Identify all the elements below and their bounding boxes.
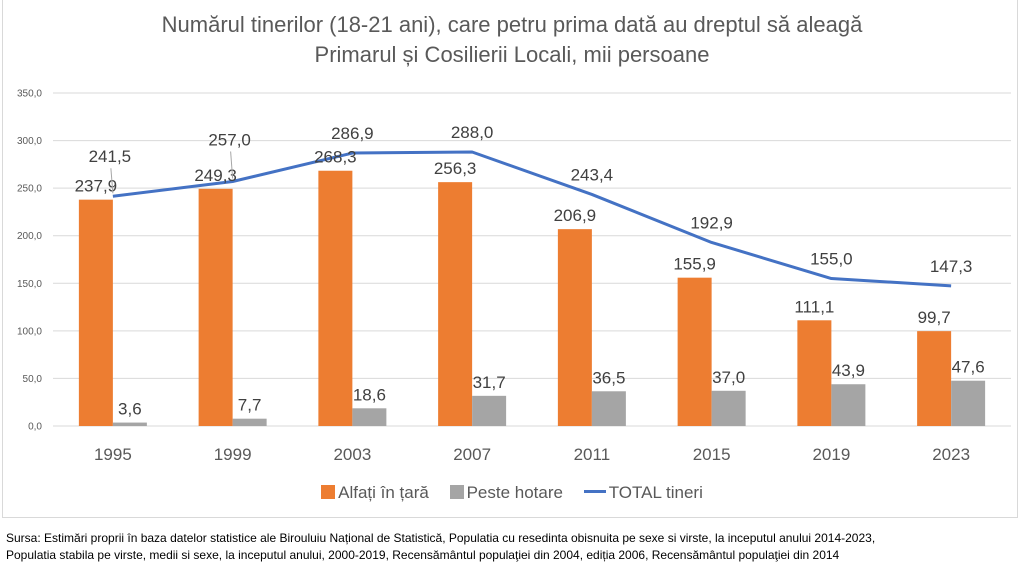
- bar-alfati: [198, 188, 233, 426]
- chart-plot: 0,0 50,0 100,0 150,0 200,0 250,0 300,0 350,0 23…: [17, 89, 1011, 464]
- data-label-alfati: 256,3: [434, 159, 477, 178]
- source-note-line1: Sursa: Estimări proprii în baza datelor …: [6, 531, 876, 545]
- x-tick-label: 1995: [94, 445, 132, 464]
- bar-alfati: [557, 229, 592, 426]
- x-tick-label: 2007: [453, 445, 491, 464]
- bar-peste-hotare: [472, 395, 507, 426]
- chart-title-line2: Primarul și Cosilierii Locali, mii perso…: [314, 42, 710, 67]
- x-tick-label: 1999: [214, 445, 252, 464]
- data-label-peste-hotare: 18,6: [353, 385, 386, 404]
- leader-line: [110, 168, 114, 194]
- data-label-peste-hotare: 37,0: [712, 368, 745, 387]
- leader-line: [230, 151, 234, 179]
- y-tick-label: 200,0: [17, 231, 42, 242]
- data-label-peste-hotare: 43,9: [832, 361, 865, 380]
- legend-item-alfati: Alfați în țară: [321, 483, 429, 503]
- x-tick-label: 2015: [693, 445, 731, 464]
- bar-peste-hotare: [951, 380, 986, 426]
- bar-peste-hotare: [112, 422, 147, 426]
- data-label-alfati: 99,7: [918, 308, 951, 327]
- chart-title: Numărul tinerilor (18-21 ani), care petr…: [0, 10, 1024, 70]
- data-label-alfati: 206,9: [554, 206, 597, 225]
- data-label-total: 288,0: [451, 123, 494, 142]
- bar-peste-hotare: [352, 408, 387, 426]
- legend-swatch-peste-hotare: [449, 484, 464, 499]
- data-label-alfati: 155,9: [673, 255, 716, 274]
- data-label-alfati: 268,3: [314, 148, 357, 167]
- data-label-peste-hotare: 47,6: [952, 358, 985, 377]
- legend-swatch-alfati: [321, 484, 336, 499]
- data-label-total: 155,0: [810, 250, 853, 269]
- data-label-total: 286,9: [331, 124, 374, 143]
- data-label-alfati: 237,9: [75, 177, 118, 196]
- data-label-peste-hotare: 31,7: [473, 373, 506, 392]
- bar-alfati: [78, 199, 113, 426]
- y-tick-label: 350,0: [17, 89, 42, 100]
- legend-label-alfati: Alfați în țară: [338, 482, 429, 502]
- y-tick-label: 300,0: [17, 136, 42, 147]
- data-label-alfati: 111,1: [794, 297, 834, 316]
- bar-alfati: [318, 170, 353, 426]
- data-label-peste-hotare: 7,7: [238, 396, 262, 415]
- y-tick-label: 50,0: [23, 374, 43, 385]
- bar-peste-hotare: [232, 418, 267, 426]
- chart-frame: [2, 0, 1018, 518]
- legend-item-peste-hotare: Peste hotare: [449, 482, 563, 503]
- data-label-total: 257,0: [208, 130, 251, 149]
- y-tick-label: 150,0: [17, 279, 42, 290]
- legend-swatch-total: [583, 489, 606, 493]
- data-label-total: 147,3: [930, 257, 973, 276]
- bar-peste-hotare: [591, 391, 626, 426]
- bar-peste-hotare: [711, 390, 746, 426]
- x-tick-label: 2011: [574, 445, 611, 464]
- data-label-peste-hotare: 36,5: [592, 368, 625, 387]
- x-tick-label: 2003: [333, 445, 371, 464]
- source-note: Sursa: Estimări proprii în baza datelor …: [6, 530, 1021, 564]
- data-label-peste-hotare: 3,6: [118, 400, 142, 419]
- data-label-total: 241,5: [89, 147, 132, 166]
- bar-alfati: [677, 277, 712, 426]
- x-tick-label: 2019: [812, 445, 850, 464]
- y-tick-label: 0,0: [28, 422, 42, 433]
- chart-legend: Alfați în țară Peste hotare TOTAL tineri: [0, 482, 1024, 503]
- data-label-total: 243,4: [571, 165, 614, 184]
- data-label-alfati: 249,3: [194, 166, 237, 185]
- legend-item-total: TOTAL tineri: [583, 482, 703, 503]
- bar-alfati: [438, 182, 473, 426]
- line-total-tineri: [112, 150, 952, 288]
- legend-label-total: TOTAL tineri: [608, 482, 703, 502]
- data-label-total: 192,9: [690, 213, 733, 232]
- source-note-line2: Populatia stabila pe virste, medii si se…: [6, 548, 840, 562]
- bar-alfati: [797, 320, 832, 426]
- legend-label-peste-hotare: Peste hotare: [466, 482, 563, 502]
- bar-peste-hotare: [831, 384, 866, 426]
- y-tick-label: 100,0: [17, 326, 42, 337]
- bar-alfati: [917, 331, 952, 426]
- x-tick-label: 2023: [932, 445, 970, 464]
- y-tick-label: 250,0: [17, 184, 42, 195]
- chart-title-line1: Numărul tinerilor (18-21 ani), care petr…: [161, 12, 863, 37]
